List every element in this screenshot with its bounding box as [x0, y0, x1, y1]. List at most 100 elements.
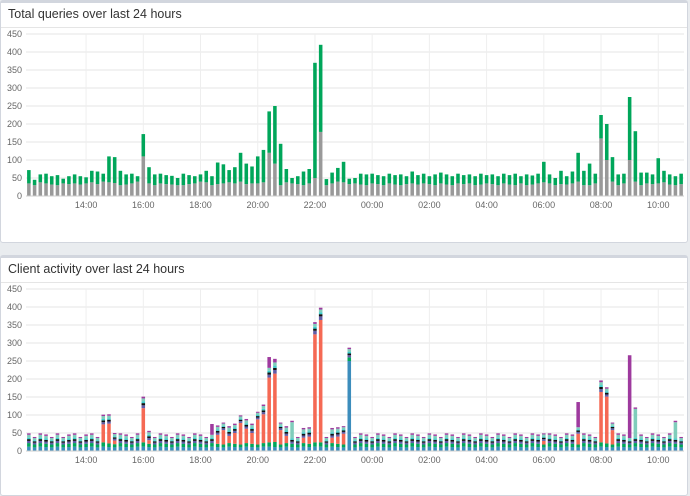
bar-segment — [479, 433, 483, 435]
bar-segment — [158, 433, 163, 435]
bar-segment — [364, 438, 369, 440]
bar-segment — [439, 436, 443, 439]
bar-segment — [147, 440, 151, 444]
bar-segment — [656, 434, 661, 436]
bar-segment — [261, 410, 266, 413]
bar-permitted — [61, 183, 65, 196]
bar-permitted — [147, 183, 151, 196]
bar-segment — [61, 436, 65, 439]
bar-segment — [358, 446, 363, 451]
bar-segment — [622, 443, 626, 448]
bar-segment — [456, 438, 460, 441]
bar-segment — [679, 436, 683, 439]
bar-segment — [679, 447, 683, 451]
bar-segment — [679, 442, 683, 445]
bar-permitted — [290, 183, 294, 196]
bar-segment — [667, 433, 672, 435]
bar-segment — [639, 443, 643, 448]
bar-segment — [141, 405, 146, 409]
bar-total — [210, 176, 214, 186]
x-tick-label: 18:00 — [189, 455, 212, 465]
bar-segment — [307, 436, 311, 444]
bar-segment — [662, 444, 666, 448]
bar-segment — [55, 446, 60, 451]
bar-segment — [290, 422, 294, 439]
bar-segment — [587, 438, 592, 440]
bar-permitted — [564, 184, 569, 196]
bar-segment — [193, 440, 197, 444]
bar-segment — [147, 438, 151, 441]
bar-segment — [547, 446, 552, 451]
bar-segment — [84, 443, 88, 448]
bar-permitted — [662, 182, 666, 196]
bar-segment — [501, 439, 506, 442]
bar-segment — [444, 433, 449, 435]
bar-segment — [501, 441, 506, 444]
bar-segment — [387, 444, 392, 448]
bar-segment — [130, 444, 134, 448]
bar-permitted — [175, 185, 180, 196]
bar-total — [513, 173, 517, 186]
bar-segment — [467, 441, 472, 444]
bar-segment — [284, 435, 289, 444]
bar-permitted — [78, 184, 83, 196]
bar-segment — [536, 435, 540, 439]
bar-total — [410, 171, 414, 184]
bar-permitted — [101, 181, 106, 196]
bar-segment — [204, 440, 209, 442]
bar-segment — [353, 441, 357, 443]
bar-segment — [387, 442, 392, 445]
bar-segment — [227, 430, 231, 432]
bar-segment — [301, 443, 306, 447]
bar-segment — [633, 446, 638, 451]
bar-segment — [496, 434, 500, 438]
bar-segment — [564, 443, 569, 447]
bar-total — [599, 115, 603, 139]
bar-segment — [461, 443, 466, 447]
bar-segment — [547, 443, 552, 447]
bar-segment — [330, 427, 334, 430]
bar-total — [553, 178, 558, 186]
bar-segment — [118, 446, 123, 451]
bar-segment — [193, 446, 197, 451]
bar-segment — [107, 418, 111, 420]
bar-segment — [164, 441, 168, 444]
bar-segment — [290, 447, 294, 451]
bar-permitted — [273, 163, 277, 196]
bar-total — [250, 166, 254, 184]
bar-segment — [364, 441, 369, 444]
x-tick-label: 04:00 — [475, 200, 498, 210]
bar-segment — [513, 440, 517, 444]
bar-total — [387, 173, 392, 184]
bar-segment — [673, 439, 678, 442]
bar-segment — [353, 438, 357, 441]
bar-segment — [564, 433, 569, 435]
bar-segment — [645, 444, 649, 448]
bar-segment — [324, 444, 329, 448]
bar-segment — [633, 407, 638, 409]
bar-segment — [84, 441, 88, 444]
bar-permitted — [233, 183, 237, 196]
bar-permitted — [267, 152, 271, 196]
bar-permitted — [353, 183, 357, 196]
bar-segment — [364, 435, 369, 439]
bar-segment — [467, 435, 472, 439]
bar-total — [158, 173, 163, 184]
bar-total — [673, 176, 678, 186]
bar-segment — [645, 441, 649, 443]
bar-segment — [135, 446, 140, 451]
bar-segment — [593, 447, 598, 451]
bar-total — [467, 174, 472, 184]
bar-total — [152, 174, 157, 186]
queries-bar-chart: 0 50 100 150 200 250 300 350 400 450 14:00 16:00 18:… — [7, 29, 684, 210]
bar-segment — [553, 441, 558, 444]
bar-segment — [290, 438, 294, 440]
bar-segment — [273, 358, 277, 363]
bar-segment — [164, 447, 168, 451]
bar-segment — [130, 441, 134, 443]
bar-segment — [656, 441, 661, 444]
bar-segment — [679, 438, 683, 441]
bar-segment — [244, 424, 249, 427]
bar-permitted — [553, 185, 558, 196]
bar-segment — [479, 440, 483, 444]
